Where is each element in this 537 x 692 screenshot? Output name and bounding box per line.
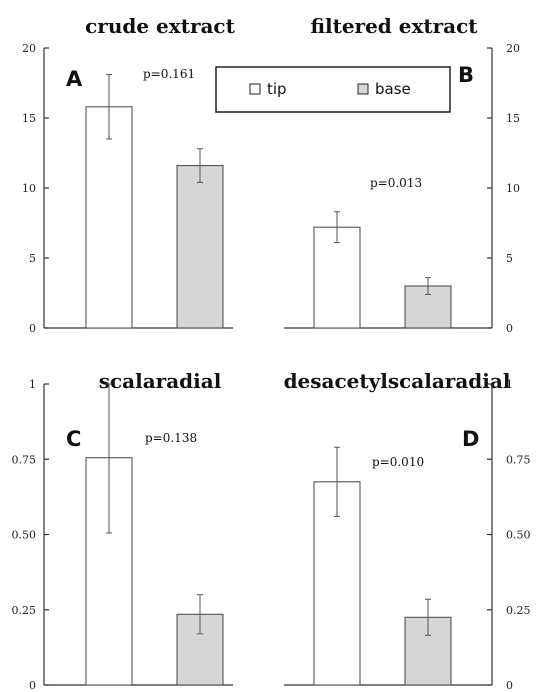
- p-value-b: p=0.013: [370, 176, 422, 190]
- p-value-d: p=0.010: [372, 455, 424, 469]
- y-tick-label: 0: [29, 322, 36, 335]
- y-tick-label: 20: [506, 42, 520, 55]
- y-tick-label: 5: [29, 252, 36, 265]
- y-tick-label: 5: [506, 252, 513, 265]
- bar-tip: [313, 226, 361, 329]
- bar-base: [404, 285, 452, 329]
- legend: tip base: [215, 66, 451, 113]
- legend-label-base: base: [375, 80, 411, 98]
- title-a: crude extract: [85, 14, 235, 38]
- legend-swatch-base: [357, 83, 369, 95]
- panel-letter-d: D: [462, 427, 479, 451]
- panel-a: 0 5 10 15 20: [22, 42, 233, 335]
- y-tick-label: 10: [506, 182, 520, 195]
- y-tick-label: 15: [22, 112, 36, 125]
- y-tick-label: 20: [22, 42, 36, 55]
- p-value-c: p=0.138: [145, 431, 197, 445]
- panel-letter-b: B: [458, 63, 474, 87]
- panel-c: 0 0.25 0.50 0.75 1: [12, 378, 233, 692]
- y-tick-label: 1: [29, 378, 36, 391]
- p-value-a: p=0.161: [143, 67, 195, 81]
- title-d: desacetylscalaradial: [284, 369, 511, 393]
- legend-label-tip: tip: [267, 80, 287, 98]
- y-tick-label: 0: [506, 679, 513, 692]
- bar-tip: [85, 106, 133, 329]
- y-tick-label: 0: [29, 679, 36, 692]
- y-tick-label: 10: [22, 182, 36, 195]
- y-tick-label: 0.50: [12, 529, 37, 542]
- y-tick-label: 0.75: [12, 453, 37, 466]
- y-tick-label: 0.25: [506, 604, 531, 617]
- panel-letter-c: C: [66, 427, 81, 451]
- legend-swatch-tip: [249, 83, 261, 95]
- panels: 051015200510152000.250.500.75100.250.500…: [12, 42, 531, 692]
- y-tick-label: 1: [506, 378, 513, 391]
- y-tick-label: 0.75: [506, 453, 531, 466]
- panel-b: 0 5 10 15 20: [284, 42, 520, 335]
- y-tick-label: 0.50: [506, 529, 531, 542]
- y-tick-label: 0: [506, 322, 513, 335]
- panel-letter-a: A: [66, 67, 83, 91]
- bar-base: [176, 165, 224, 329]
- title-c: scalaradial: [99, 369, 222, 393]
- panel-d: 0 0.25 0.50 0.75 1: [284, 378, 531, 692]
- y-tick-label: 0.25: [12, 604, 37, 617]
- title-b: filtered extract: [310, 14, 478, 38]
- y-tick-label: 15: [506, 112, 520, 125]
